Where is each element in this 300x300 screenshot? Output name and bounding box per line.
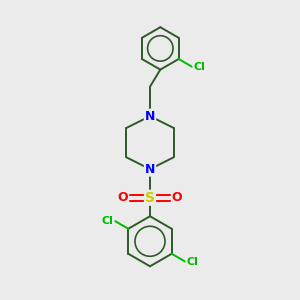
Text: O: O (118, 191, 128, 204)
Text: O: O (172, 191, 182, 204)
Text: Cl: Cl (193, 62, 205, 72)
Text: Cl: Cl (102, 216, 114, 226)
Text: Cl: Cl (186, 257, 198, 267)
Text: N: N (145, 163, 155, 176)
Text: N: N (145, 110, 155, 123)
Text: S: S (145, 191, 155, 205)
